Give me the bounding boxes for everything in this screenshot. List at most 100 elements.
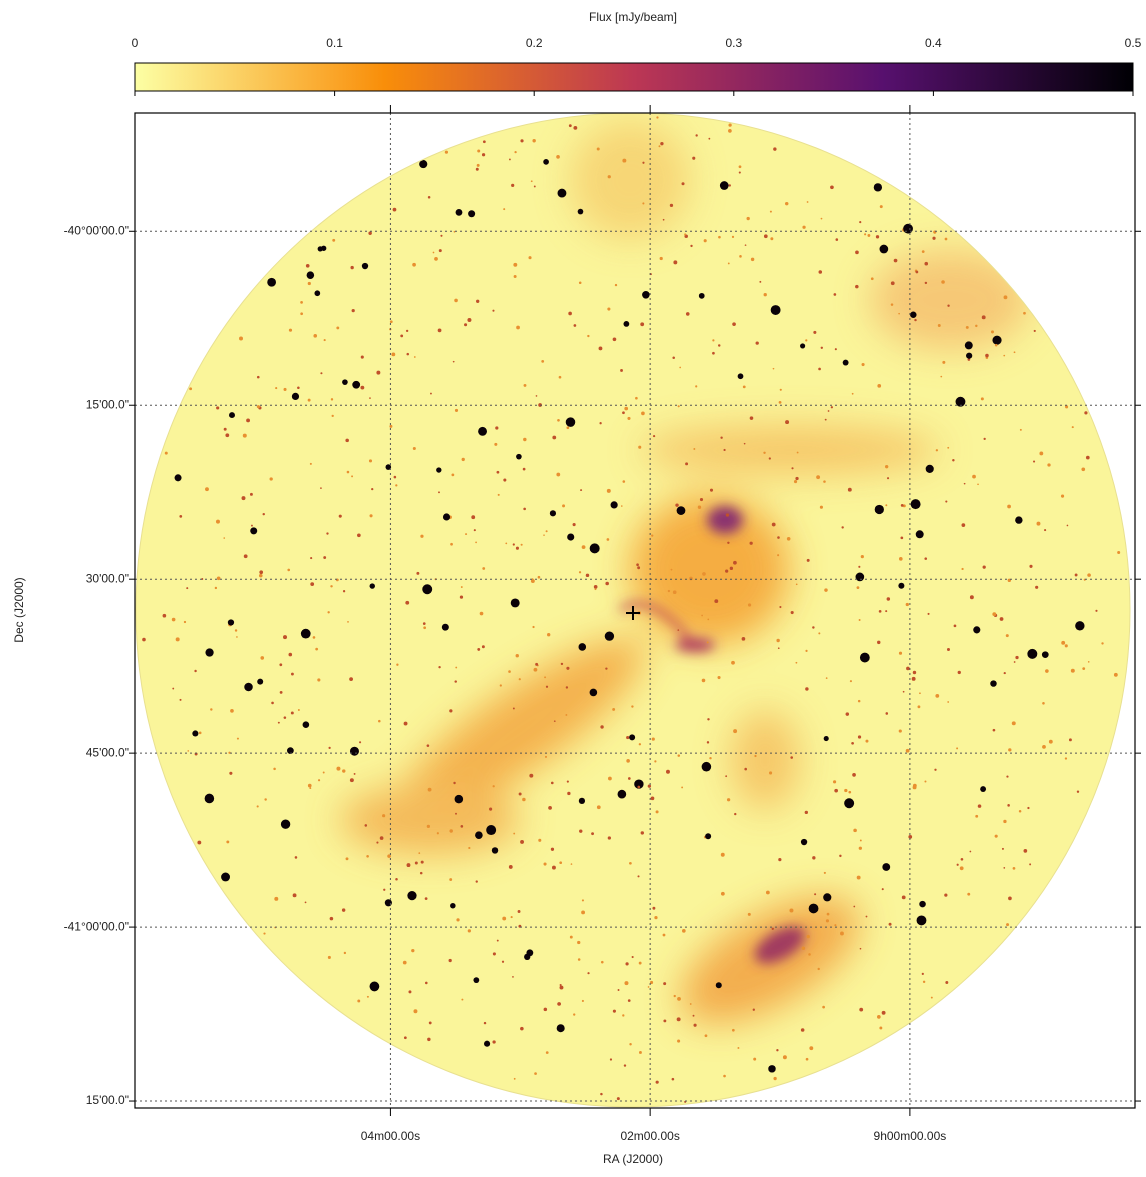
point-source	[607, 538, 610, 541]
point-source	[813, 331, 816, 334]
point-source	[516, 547, 519, 550]
point-source	[600, 725, 603, 728]
point-source	[518, 910, 521, 913]
point-source	[826, 919, 829, 922]
point-source	[852, 393, 854, 395]
point-source	[453, 361, 455, 363]
point-source	[796, 583, 798, 585]
point-source	[728, 124, 731, 127]
point-source	[840, 932, 844, 936]
point-source	[702, 762, 712, 772]
point-source	[868, 234, 871, 237]
point-source	[654, 760, 656, 762]
point-source	[617, 1097, 620, 1100]
point-source	[769, 457, 771, 459]
point-source	[278, 722, 280, 724]
point-source	[394, 476, 397, 479]
point-source	[357, 1000, 360, 1003]
point-source	[814, 893, 816, 895]
point-source	[468, 210, 475, 217]
point-source	[831, 406, 833, 408]
point-source	[1004, 672, 1006, 674]
point-source	[871, 277, 874, 280]
point-source	[586, 574, 589, 577]
point-source	[259, 574, 263, 578]
point-source	[438, 491, 440, 493]
point-source	[1035, 586, 1038, 589]
point-source	[523, 438, 526, 441]
point-source	[536, 395, 538, 397]
point-source	[547, 633, 550, 636]
point-source	[513, 833, 515, 835]
point-source	[370, 583, 375, 588]
point-source	[720, 437, 722, 439]
point-source	[725, 569, 728, 572]
point-source	[257, 376, 260, 379]
point-source	[620, 369, 623, 372]
point-source	[807, 559, 810, 562]
point-source	[768, 1065, 775, 1072]
point-source	[502, 917, 506, 921]
point-source	[879, 610, 882, 613]
point-source	[686, 312, 690, 316]
point-source	[367, 996, 369, 998]
point-source	[1075, 621, 1084, 630]
point-source	[802, 947, 806, 951]
point-source	[250, 493, 253, 496]
point-source	[882, 888, 884, 890]
point-source	[580, 489, 582, 491]
point-source	[422, 584, 432, 594]
point-source	[903, 691, 905, 693]
point-source	[175, 474, 182, 481]
point-source	[628, 999, 631, 1002]
point-source	[534, 668, 538, 672]
point-source	[350, 747, 359, 756]
point-source	[841, 526, 843, 528]
point-source	[816, 475, 820, 479]
point-source	[899, 557, 903, 561]
point-source	[663, 982, 666, 985]
point-source	[323, 556, 326, 559]
colorbar-tick-label: 0.2	[526, 36, 543, 50]
point-source	[773, 1077, 776, 1080]
point-source	[1008, 748, 1011, 751]
point-source	[493, 952, 496, 955]
point-source	[450, 543, 453, 546]
point-source	[629, 862, 632, 865]
point-source	[225, 433, 229, 437]
point-source	[991, 330, 994, 333]
point-source	[682, 929, 686, 933]
point-source	[1065, 405, 1068, 408]
point-source	[1033, 460, 1035, 462]
point-source	[599, 346, 603, 350]
point-source	[455, 409, 458, 412]
point-source	[306, 264, 310, 268]
point-source	[727, 542, 729, 544]
point-source	[851, 742, 854, 745]
point-source	[663, 219, 665, 221]
point-source	[885, 504, 887, 506]
point-source	[1006, 776, 1008, 778]
point-source	[524, 384, 527, 387]
point-source	[475, 541, 477, 543]
point-source	[732, 322, 736, 326]
point-source	[746, 217, 749, 220]
point-source	[618, 989, 620, 991]
point-source	[560, 984, 562, 986]
point-source	[420, 872, 423, 875]
point-source	[440, 235, 442, 237]
point-source	[969, 851, 971, 853]
point-source	[638, 446, 641, 449]
point-source	[828, 410, 830, 412]
point-source	[819, 270, 823, 274]
point-source	[827, 913, 830, 916]
point-source	[523, 508, 526, 511]
point-source	[1000, 617, 1004, 621]
point-source	[659, 145, 661, 147]
point-source	[455, 667, 457, 669]
point-source	[931, 997, 933, 999]
point-source	[673, 590, 677, 594]
point-source	[823, 893, 831, 901]
point-source	[365, 824, 368, 827]
point-source	[351, 475, 353, 477]
